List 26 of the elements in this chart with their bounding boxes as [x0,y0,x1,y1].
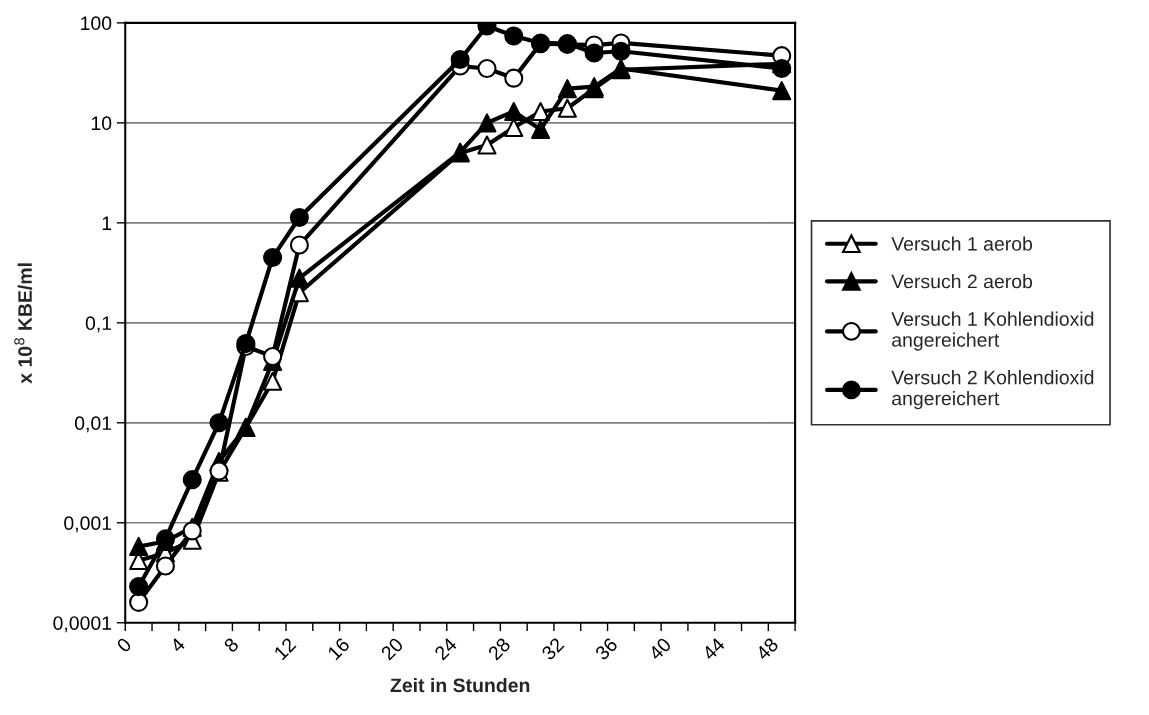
x-tick-label: 36 [594,636,619,661]
y-tick-label: 0,001 [64,516,112,533]
y-tick-label: 100 [81,16,112,31]
x-tick-label: 12 [273,637,297,661]
x-axis-title: Zeit in Stunden [390,677,530,693]
x-tick-label: 0 [115,636,133,654]
x-tick-label: 32 [540,637,565,661]
legend-label: Versuch 1 aerob [891,236,1033,251]
legend-label: Versuch 1 Kohlendioxid angereichert [891,311,1094,351]
x-tick-label: 44 [701,636,726,661]
y-tick-label: 10 [91,116,112,131]
x-tick-label: 8 [223,636,240,654]
y-tick-label: 0,0001 [53,616,112,633]
x-tick-label: 24 [433,636,458,661]
x-tick-label: 48 [754,636,780,662]
y-axis-title: x 10$^{8}$ KBE/ml [14,263,33,384]
x-tick-label: 4 [169,636,186,654]
y-tick-label: 0,1 [85,316,112,333]
legend-label: Versuch 2 Kohlendioxid angereichert [891,370,1094,410]
x-tick-label: 40 [647,636,672,662]
x-tick-label: 20 [380,636,404,661]
x-tick-label: 28 [487,636,512,661]
legend-label: Versuch 2 aerob [891,274,1033,289]
y-tick-label: 0,01 [74,416,112,433]
x-tick-label: 16 [326,636,351,661]
y-tick-label: 1 [102,216,112,230]
